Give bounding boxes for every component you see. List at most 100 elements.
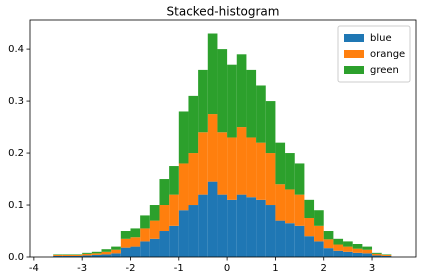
- bar: [381, 255, 392, 257]
- y-tick-label: 0.4: [8, 44, 24, 55]
- bar: [101, 249, 112, 252]
- bar: [256, 199, 266, 257]
- bar: [236, 127, 247, 195]
- x-tick-label: 0: [224, 263, 230, 274]
- bar: [188, 153, 199, 206]
- x-tick-label: -4: [29, 263, 39, 274]
- bar: [333, 244, 344, 251]
- x-tick-label: -2: [125, 263, 135, 274]
- bar: [149, 205, 160, 221]
- bar: [62, 254, 73, 256]
- bar: [217, 132, 228, 195]
- bar: [217, 194, 228, 257]
- bar: [246, 137, 257, 198]
- bar: [207, 114, 218, 182]
- legend-swatch: [344, 66, 364, 74]
- bar: [188, 95, 199, 154]
- bar: [140, 215, 150, 229]
- bar: [372, 252, 382, 254]
- bar: [140, 228, 150, 242]
- bar: [372, 255, 382, 257]
- legend-label: blue: [370, 33, 392, 44]
- y-tick-label: 0.0: [8, 252, 24, 263]
- bar: [343, 251, 353, 257]
- bar: [381, 254, 392, 256]
- bar: [62, 255, 73, 257]
- bar: [149, 220, 160, 239]
- bar: [82, 255, 92, 257]
- bar: [130, 228, 141, 238]
- x-tick-label: 2: [321, 263, 327, 274]
- bar: [198, 194, 208, 257]
- bar: [323, 231, 334, 240]
- legend-label: green: [370, 65, 399, 76]
- bar: [207, 181, 218, 257]
- bar: [111, 246, 121, 250]
- bar: [120, 238, 131, 248]
- bar: [72, 254, 83, 256]
- bar: [372, 253, 382, 256]
- bar: [101, 251, 112, 255]
- bar: [227, 64, 237, 138]
- bar: [362, 253, 373, 257]
- legend-swatch: [344, 50, 364, 58]
- y-tick-label: 0.1: [8, 200, 24, 211]
- chart-title: Stacked-histogram: [167, 5, 280, 19]
- bar: [265, 153, 276, 206]
- bar: [236, 194, 247, 257]
- bar: [53, 255, 63, 257]
- bar: [294, 163, 305, 195]
- bar: [314, 225, 324, 242]
- bar: [178, 210, 189, 257]
- bar: [72, 254, 83, 255]
- bar: [101, 254, 112, 257]
- x-tick-label: 1: [272, 263, 278, 274]
- y-tick-label: 0.3: [8, 96, 24, 107]
- bar: [275, 220, 286, 257]
- bar: [246, 197, 257, 257]
- bar: [352, 252, 363, 257]
- bar: [82, 252, 92, 254]
- bar: [343, 246, 353, 252]
- bar: [217, 49, 228, 133]
- legend: blue orange green: [337, 25, 411, 83]
- bar: [120, 247, 131, 257]
- bar: [265, 101, 276, 154]
- plot-frame: [29, 19, 417, 258]
- bar: [178, 163, 189, 211]
- bar: [323, 239, 334, 249]
- bar: [188, 205, 199, 257]
- x-tick-label: -1: [174, 263, 184, 274]
- bar: [227, 137, 237, 200]
- bar: [62, 254, 73, 255]
- y-tick-label: 0.2: [8, 148, 24, 159]
- bar: [111, 249, 121, 254]
- bar: [256, 85, 266, 143]
- bar: [285, 153, 295, 190]
- bar: [314, 210, 324, 226]
- bar: [72, 255, 83, 257]
- bar: [159, 231, 170, 257]
- bar: [91, 253, 102, 255]
- bar: [285, 223, 295, 257]
- bar: [304, 199, 315, 219]
- bar: [246, 69, 257, 138]
- bar: [265, 205, 276, 257]
- bar: [169, 166, 179, 195]
- bar: [294, 194, 305, 226]
- bar: [178, 111, 189, 164]
- bar: [198, 132, 208, 195]
- x-tick-label: 3: [369, 263, 375, 274]
- bar: [362, 249, 373, 254]
- bar: [120, 231, 131, 239]
- bar: [275, 142, 286, 185]
- bar: [53, 254, 63, 256]
- bar: [236, 54, 247, 128]
- bar: [343, 241, 353, 247]
- bar: [207, 33, 218, 115]
- bar: [362, 246, 373, 250]
- bar: [333, 238, 344, 245]
- bar: [53, 254, 63, 255]
- bar: [304, 236, 315, 257]
